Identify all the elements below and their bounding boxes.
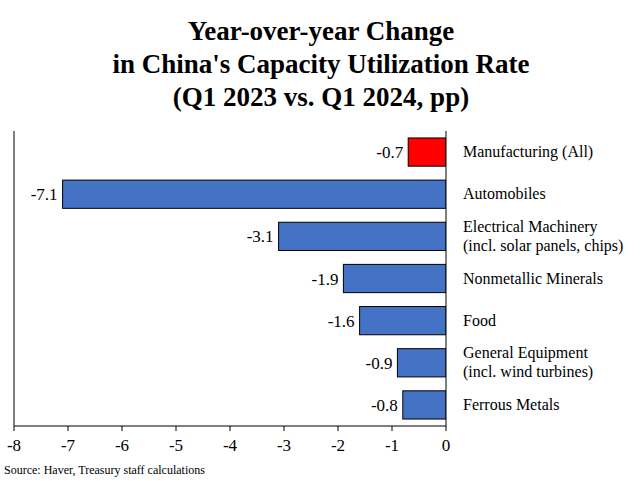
zero-line xyxy=(446,131,447,426)
x-tick-label: -4 xyxy=(223,436,238,455)
bar xyxy=(397,349,446,377)
text-line: Nonmetallic Minerals xyxy=(463,270,603,287)
bar xyxy=(63,180,446,208)
x-tick xyxy=(392,426,393,431)
bars xyxy=(63,138,446,419)
x-tick-label: -8 xyxy=(7,436,21,455)
x-tick-label: 0 xyxy=(442,436,451,455)
category-label: Nonmetallic Minerals xyxy=(463,270,603,287)
text-line: (incl. wind turbines) xyxy=(463,363,593,381)
title-line: in China's Capacity Utilization Rate xyxy=(112,49,529,79)
text-line: (incl. solar panels, chips) xyxy=(463,237,623,255)
x-tick-label: -6 xyxy=(115,436,129,455)
category-label: Food xyxy=(463,312,496,329)
x-tick xyxy=(284,426,285,431)
x-tick xyxy=(68,426,69,431)
data-label: -7.1 xyxy=(31,185,58,204)
title-line: Year-over-year Change xyxy=(188,16,455,46)
category-label: General Equipment(incl. wind turbines) xyxy=(463,344,593,381)
data-label: -0.8 xyxy=(371,396,398,415)
category-label: Automobiles xyxy=(463,185,546,202)
x-tick xyxy=(122,426,123,431)
chart: Year-over-year Changein China's Capacity… xyxy=(0,0,643,481)
x-tick-label: -7 xyxy=(61,436,76,455)
x-tick xyxy=(338,426,339,431)
title: Year-over-year Changein China's Capacity… xyxy=(112,16,529,112)
x-tick xyxy=(176,426,177,431)
category-label: Manufacturing (All) xyxy=(463,143,593,161)
data-label: -3.1 xyxy=(247,227,274,246)
title-line: (Q1 2023 vs. Q1 2024, pp) xyxy=(173,82,469,112)
category-label: Electrical Machinery(incl. solar panels,… xyxy=(463,218,623,255)
source: Source: Haver, Treasury staff calculatio… xyxy=(4,463,205,477)
data-label: -1.9 xyxy=(311,270,338,289)
text-line: Electrical Machinery xyxy=(463,218,598,236)
bar xyxy=(279,222,446,250)
text-line: Ferrous Metals xyxy=(463,396,559,413)
data-label: -1.6 xyxy=(328,312,355,331)
category-label: Ferrous Metals xyxy=(463,396,559,413)
x-tick-label: -3 xyxy=(277,436,291,455)
x-tick xyxy=(446,426,447,431)
bar xyxy=(403,391,446,419)
x-tick xyxy=(230,426,231,431)
x-tick-label: -5 xyxy=(169,436,183,455)
x-tick xyxy=(14,426,15,431)
x-tick-label: -2 xyxy=(331,436,345,455)
bar xyxy=(360,307,446,335)
data-label: -0.9 xyxy=(365,354,392,373)
text-line: Automobiles xyxy=(463,185,546,202)
bar xyxy=(343,264,446,292)
x-tick-label: -1 xyxy=(385,436,399,455)
text-line: General Equipment xyxy=(463,344,588,362)
data-label: -0.7 xyxy=(376,143,403,162)
text-line: Manufacturing (All) xyxy=(463,143,593,161)
frame-left xyxy=(14,131,15,426)
text-line: Food xyxy=(463,312,496,329)
bar xyxy=(408,138,446,166)
